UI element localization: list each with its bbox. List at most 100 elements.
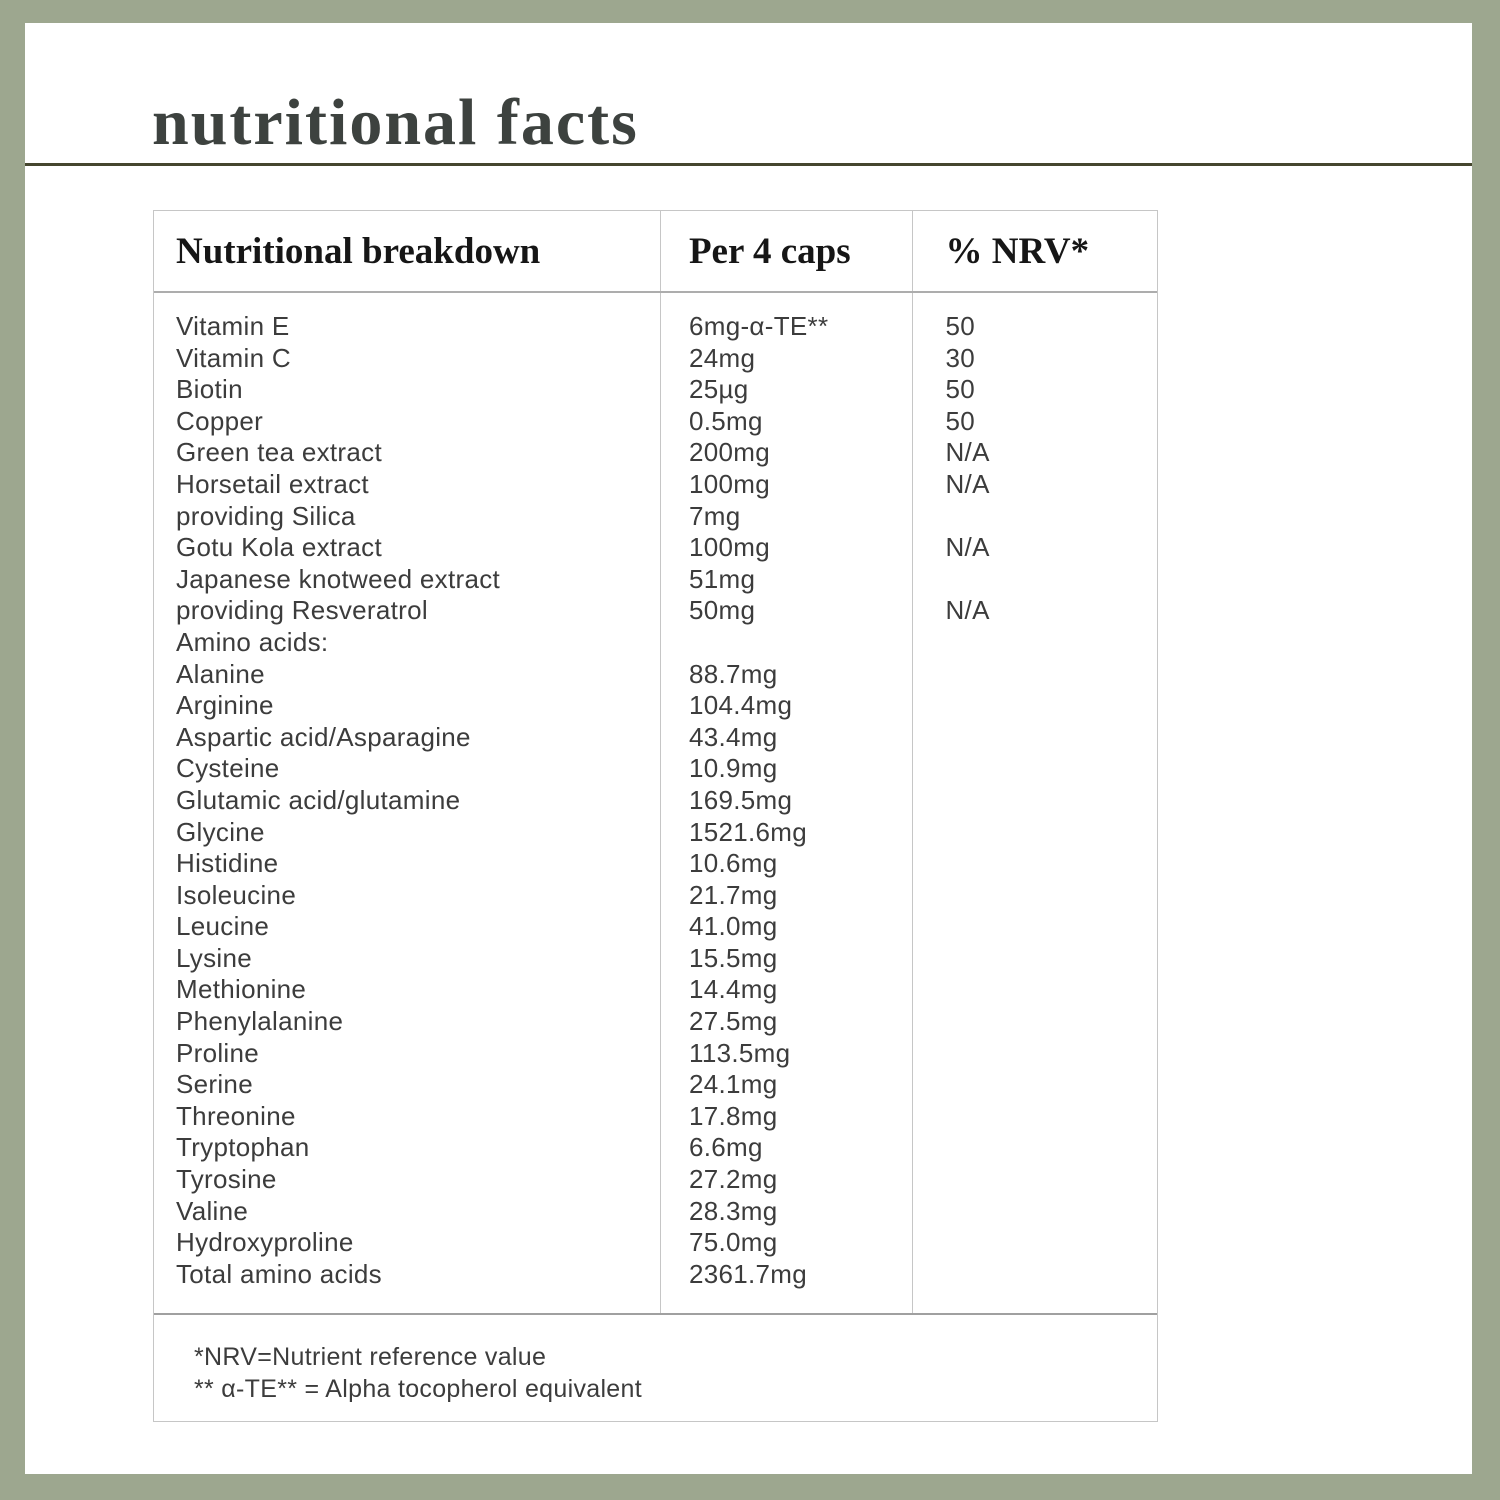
row-nutrient-name: providing Resveratrol [176, 595, 428, 626]
row-nrv-value [913, 659, 1157, 691]
row-nrv-value: N/A [945, 532, 990, 563]
row-per-4-caps-value: 24mg [688, 342, 756, 373]
row-nutrient-name: Aspartic acid/Asparagine [176, 721, 471, 752]
row-nrv-value: N/A [945, 437, 990, 468]
row-nutrient-name: Total amino acids [176, 1258, 382, 1289]
footnote: ** α-TE** = Alpha tocopherol equivalent [194, 1375, 642, 1403]
row-nrv-value [913, 911, 1157, 943]
row-per-4-caps-value: 88.7mg [688, 658, 778, 689]
row-nutrient-name: Hydroxyproline [176, 1227, 354, 1258]
row-nrv-value: 50 [945, 311, 976, 341]
row-per-4-caps-value: 27.5mg [688, 1006, 778, 1037]
row-nrv-value [913, 1227, 1157, 1259]
footnote: *NRV=Nutrient reference value [194, 1343, 547, 1371]
row-nutrient-name: Lysine [176, 942, 252, 973]
row-nrv-value [913, 722, 1157, 754]
row-nutrient-name: Valine [176, 1195, 249, 1226]
row-per-4-caps-value: 41.0mg [688, 911, 778, 942]
row-nutrient-name: Leucine [176, 911, 270, 942]
row-nutrient-name: Glutamic acid/glutamine [176, 784, 461, 815]
row-nutrient-name: Phenylalanine [176, 1006, 344, 1037]
row-per-4-caps-value: 113.5mg [688, 1037, 791, 1068]
row-nrv-value [913, 1259, 1157, 1291]
row-nutrient-name: Serine [176, 1069, 253, 1100]
row-nrv-value [913, 848, 1157, 880]
row-nutrient-name: Methionine [176, 974, 307, 1005]
row-nutrient-name: Cysteine [176, 753, 280, 784]
row-nrv-value [913, 1006, 1157, 1038]
header-nutritional-breakdown: Nutritional breakdown [176, 230, 541, 272]
column-nutrient-names: Vitamin E Vitamin C Biotin Copper Green tea … [154, 293, 660, 1313]
row-nutrient-name: Isoleucine [176, 879, 297, 910]
row-nutrient-name: Glycine [176, 816, 265, 847]
row-per-4-caps-value: 43.4mg [688, 721, 778, 752]
row-nutrient-name: Arginine [176, 690, 274, 721]
row-per-4-caps-value: 28.3mg [688, 1195, 778, 1226]
row-per-4-caps-value: 24.1mg [688, 1069, 778, 1100]
header-per-4-caps: Per 4 caps [659, 211, 913, 291]
row-per-4-caps-value: 14.4mg [688, 974, 778, 1005]
table-header-row: Nutritional breakdown Per 4 caps % NRV* [154, 211, 1157, 293]
row-per-4-caps-value: 27.2mg [688, 1164, 778, 1195]
column-per-4-caps-values: 6mg-α-TE** 24mg 25µg 0.5mg 200mg 100mg 7mg 100m… [659, 293, 913, 1313]
row-per-4-caps-value: 7mg [688, 500, 741, 531]
row-nutrient-name: Horsetail extract [176, 468, 369, 499]
nutrition-table: Nutritional breakdown Per 4 caps % NRV* … [153, 210, 1158, 1422]
row-nutrient-name: Tryptophan [176, 1132, 310, 1163]
row-nutrient-name: Biotin [176, 374, 243, 405]
table-body: Vitamin E Vitamin C Biotin Copper Green tea … [154, 293, 1157, 1313]
row-per-4-caps-value: 200mg [688, 437, 770, 468]
row-nrv-value [913, 501, 1157, 533]
row-per-4-caps-value: 0.5mg [688, 405, 763, 436]
row-nrv-value [913, 1038, 1157, 1070]
label-page: nutritional facts Nutritional breakdown … [25, 23, 1472, 1474]
title-divider-rule [25, 163, 1472, 166]
row-nutrient-name: providing Silica [176, 500, 356, 531]
row-nrv-value: N/A [945, 595, 990, 626]
row-nutrient-name: Tyrosine [176, 1164, 277, 1195]
row-nrv-value [913, 564, 1157, 596]
row-nrv-value [913, 1069, 1157, 1101]
row-nutrient-name: Alanine [176, 658, 265, 689]
row-per-4-caps-value: 100mg [688, 532, 770, 563]
row-nutrient-name: Copper [176, 405, 264, 436]
row-nrv-value: 50 [945, 374, 976, 405]
row-nrv-value [913, 690, 1157, 722]
row-nutrient-name: Green tea extract [176, 437, 382, 468]
row-per-4-caps-value: 25µg [688, 374, 749, 405]
row-nutrient-name: Proline [176, 1037, 260, 1068]
row-nrv-value [913, 943, 1157, 975]
row-per-4-caps-value: 169.5mg [688, 784, 793, 815]
row-nutrient-name: Histidine [176, 848, 279, 879]
row-per-4-caps-value: 75.0mg [688, 1227, 778, 1258]
page-title: nutritional facts [152, 86, 639, 159]
row-nrv-value [913, 1101, 1157, 1133]
row-per-4-caps-value: 10.9mg [688, 753, 778, 784]
row-nutrient-name: Vitamin E [176, 311, 290, 341]
row-nrv-value [913, 1132, 1157, 1164]
row-per-4-caps-value: 51mg [688, 563, 756, 594]
row-nrv-value: 30 [945, 342, 976, 373]
row-nrv-value [913, 753, 1157, 785]
row-per-4-caps-value: 21.7mg [688, 879, 778, 910]
row-per-4-caps-value: 100mg [688, 468, 770, 499]
row-per-4-caps-value: 6.6mg [688, 1132, 763, 1163]
row-per-4-caps-value: 50mg [688, 595, 756, 626]
row-nrv-value [913, 974, 1157, 1006]
row-per-4-caps-value: 10.6mg [688, 848, 778, 879]
row-nrv-value [913, 1164, 1157, 1196]
row-per-4-caps-value: 104.4mg [688, 690, 793, 721]
row-nutrient-name: Japanese knotweed extract [176, 563, 501, 594]
header-percent-nrv: % NRV* [912, 211, 1157, 291]
row-nrv-value [913, 785, 1157, 817]
row-per-4-caps-value: 1521.6mg [688, 816, 808, 847]
row-per-4-caps-value: 2361.7mg [688, 1258, 808, 1289]
row-nrv-value [913, 1196, 1157, 1228]
row-nrv-value [913, 627, 1157, 659]
row-nrv-value: 50 [945, 405, 976, 436]
row-per-4-caps-value: 17.8mg [688, 1100, 778, 1131]
row-per-4-caps-value: 15.5mg [688, 942, 778, 973]
row-nutrient-name: Gotu Kola extract [176, 532, 382, 563]
row-nutrient-name: Vitamin C [176, 342, 291, 373]
